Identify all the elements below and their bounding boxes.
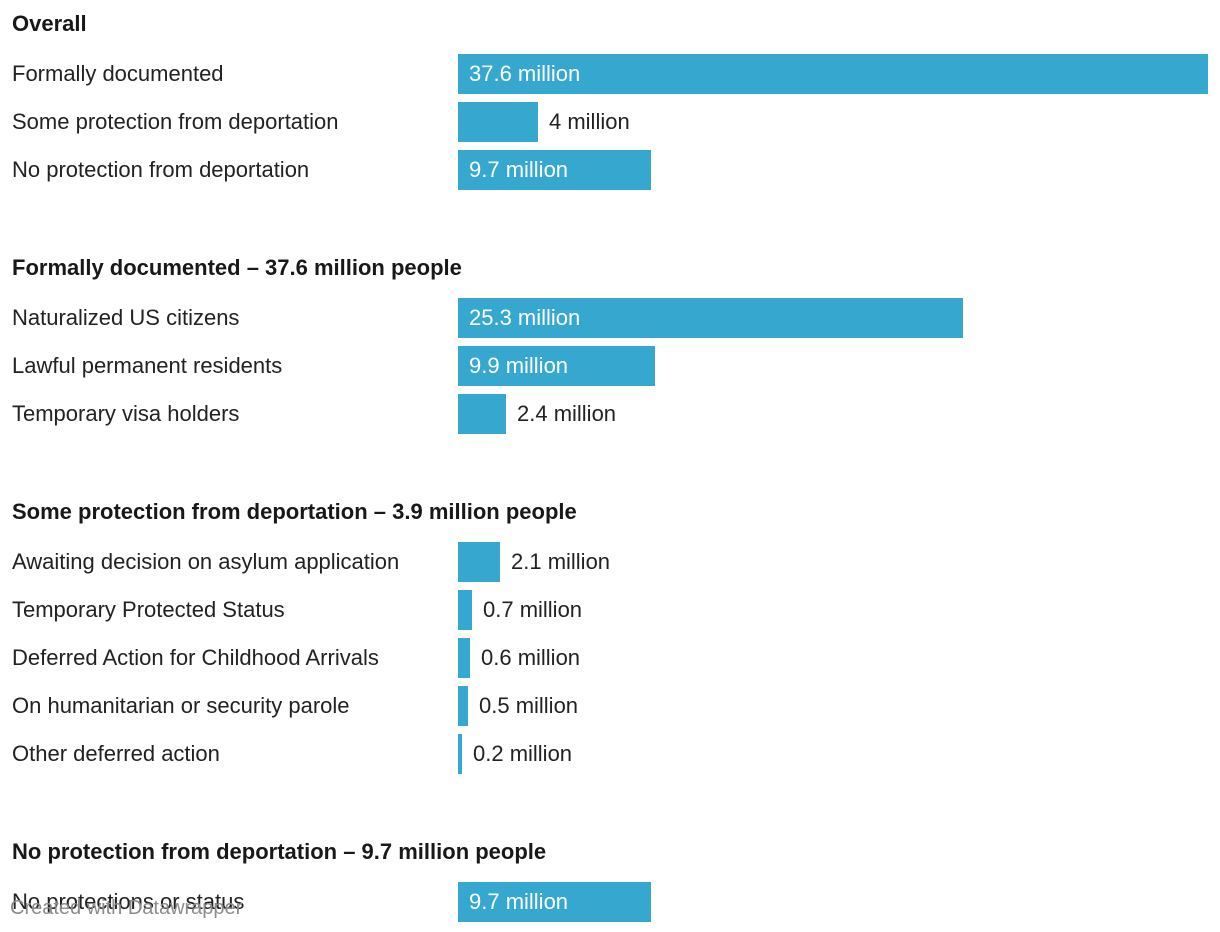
bar: [458, 590, 472, 630]
group-title: No protection from deportation – 9.7 mil…: [12, 839, 547, 864]
bar: [458, 102, 538, 142]
bar: [458, 734, 462, 774]
bar: [458, 882, 651, 922]
category-label: On humanitarian or security parole: [12, 693, 350, 718]
category-label: Formally documented: [12, 61, 224, 86]
group-title: Overall: [12, 11, 87, 36]
category-label: Temporary visa holders: [12, 401, 240, 426]
group-title: Some protection from deportation – 3.9 m…: [12, 499, 577, 524]
category-label: Awaiting decision on asylum application: [12, 549, 400, 574]
category-label: Deferred Action for Childhood Arrivals: [12, 645, 379, 670]
value-label: 0.5 million: [479, 693, 579, 718]
category-label: No protection from deportation: [12, 157, 310, 182]
bar: [458, 394, 506, 434]
category-label: Naturalized US citizens: [12, 305, 240, 330]
category-label: Some protection from deportation: [12, 109, 339, 134]
value-label: 37.6 million: [469, 61, 581, 86]
datawrapper-credit: Created with Datawrapper: [10, 897, 243, 919]
value-label: 9.7 million: [469, 157, 569, 182]
bar: [458, 638, 470, 678]
category-label: No protections or status: [12, 889, 245, 914]
bar: [458, 346, 655, 386]
group-title: Formally documented – 37.6 million peopl…: [12, 255, 462, 280]
value-label: 2.1 million: [511, 549, 611, 574]
value-label: 2.4 million: [517, 401, 617, 426]
value-label: 9.7 million: [469, 889, 569, 914]
value-label: 0.6 million: [481, 645, 581, 670]
value-label: 9.9 million: [469, 353, 569, 378]
bar: [458, 298, 963, 338]
value-label: 0.2 million: [473, 741, 573, 766]
bar: [458, 150, 651, 190]
value-label: 4 million: [549, 109, 630, 134]
bar: [458, 542, 500, 582]
category-label: Temporary Protected Status: [12, 597, 285, 622]
value-label: 25.3 million: [469, 305, 581, 330]
bar: [458, 54, 1208, 94]
bar: [458, 686, 468, 726]
category-label: Lawful permanent residents: [12, 353, 283, 378]
value-label: 0.7 million: [483, 597, 583, 622]
category-label: Other deferred action: [12, 741, 220, 766]
